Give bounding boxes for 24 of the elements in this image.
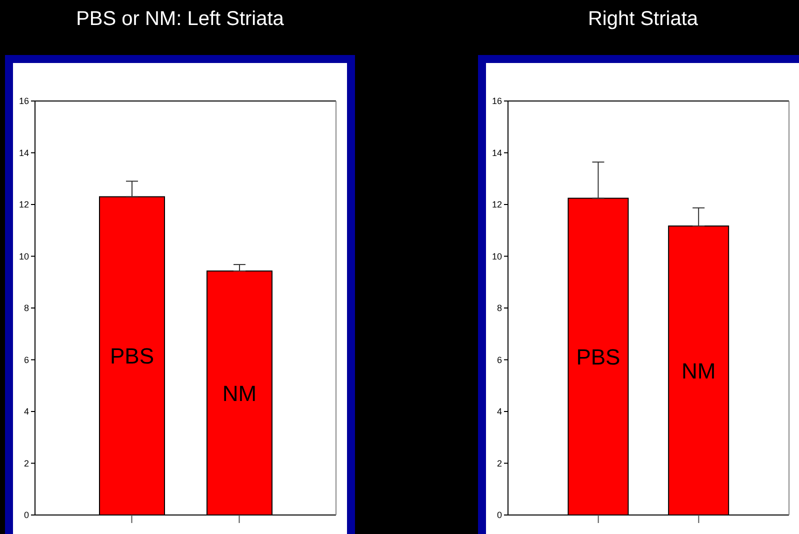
y-tick-label: 2 — [24, 458, 29, 468]
y-tick-label: 12 — [492, 200, 502, 210]
y-tick-label: 14 — [18, 148, 29, 158]
y-tick-label: 16 — [492, 96, 502, 106]
y-tick-label: 6 — [24, 354, 29, 365]
y-tick-label: 16 — [18, 96, 29, 106]
y-tick-label: 8 — [24, 303, 29, 314]
x-tick-label: NM — [222, 380, 257, 406]
y-tick-label: 4 — [496, 406, 502, 417]
y-tick-label: 0 — [496, 510, 502, 520]
y-tick-label: 0 — [24, 510, 29, 520]
x-tick-label: NM — [681, 358, 716, 384]
y-tick-label: 4 — [24, 406, 29, 417]
x-tick-label: PBS — [576, 344, 620, 370]
y-tick-label: 10 — [492, 251, 502, 262]
chart-title: PBS or NM: Left Striata — [75, 8, 285, 32]
y-tick-label: 10 — [18, 251, 29, 262]
y-tick-label: 2 — [496, 458, 502, 468]
y-tick-label: 8 — [496, 303, 502, 314]
y-tick-label: 14 — [492, 148, 502, 158]
y-tick-label: 12 — [18, 200, 29, 210]
x-tick-label: PBS — [110, 344, 154, 369]
chart-title: Right Striata — [586, 8, 700, 32]
y-tick-label: 6 — [496, 354, 502, 365]
